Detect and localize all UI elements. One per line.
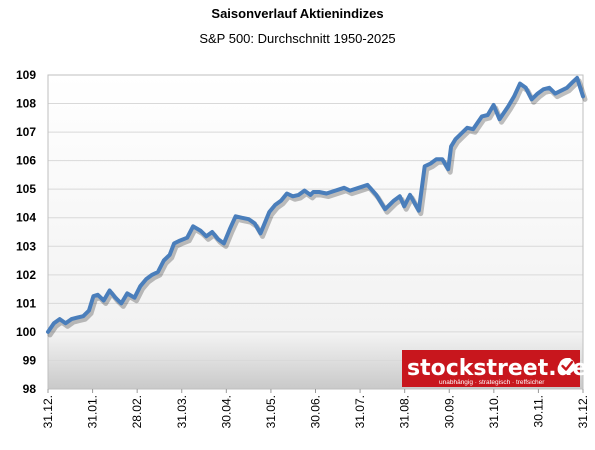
y-tick-label: 107	[16, 125, 36, 139]
x-tick-label: 31.07.	[353, 395, 367, 428]
series-line	[46, 75, 585, 334]
y-tick-label: 100	[16, 325, 36, 339]
x-tick-label: 31.03.	[175, 395, 189, 428]
x-axis-ticks: 31.12. 31.01. 28.02. 31.03. 30.04. 31.05. 30.0…	[41, 389, 590, 428]
y-tick-label: 98	[23, 382, 37, 396]
y-tick-label: 99	[23, 353, 37, 367]
x-tick-label: 30.04.	[219, 395, 233, 428]
x-tick-label: 30.06.	[309, 395, 323, 428]
y-tick-label: 102	[16, 268, 36, 282]
y-tick-label: 105	[16, 182, 36, 196]
y-axis-ticks: 98 99 100 101 102 103 104 105 106 107 108 109	[16, 68, 36, 396]
x-tick-label: 30.11.	[531, 395, 545, 427]
y-tick-label: 109	[16, 68, 36, 82]
y-tick-label: 106	[16, 154, 36, 168]
x-tick-label: 31.05.	[264, 395, 278, 428]
chart-title: Saisonverlauf Aktienindizes	[211, 6, 384, 21]
x-tick-label: 30.09.	[442, 395, 456, 428]
x-tick-label: 31.12.	[576, 395, 590, 428]
check-mark	[561, 360, 574, 371]
x-tick-label: 31.12.	[41, 395, 55, 428]
x-tick-label: 28.02.	[130, 395, 144, 428]
y-tick-label: 103	[16, 239, 36, 253]
logo-wordmark: stockstreet.de	[407, 356, 587, 381]
x-tick-label: 31.10.	[487, 395, 501, 428]
series-group	[46, 75, 588, 338]
logo-tagline: unabhängig · strategisch · treffsicher	[439, 379, 545, 386]
y-tick-label: 108	[16, 97, 36, 111]
x-tick-label: 31.08.	[398, 395, 412, 428]
chart-subtitle: S&P 500: Durchschnitt 1950-2025	[199, 31, 396, 46]
logo-box	[402, 350, 580, 387]
y-tick-label: 104	[16, 211, 36, 225]
y-tick-label: 101	[16, 296, 36, 310]
x-tick-label: 31.01.	[86, 395, 100, 428]
